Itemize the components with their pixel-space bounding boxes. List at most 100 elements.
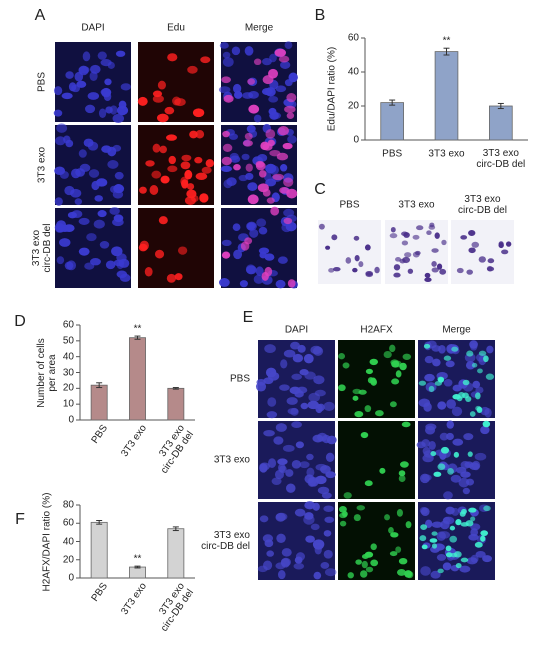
cell: [445, 552, 453, 558]
cell: [109, 207, 120, 215]
cell: [218, 86, 231, 94]
cell: [318, 223, 325, 230]
cell: [285, 469, 294, 477]
cell: [283, 349, 296, 358]
cell: [180, 161, 191, 170]
cell: [423, 343, 431, 349]
cell: [447, 468, 454, 475]
cell: [282, 444, 295, 452]
cell: [317, 403, 325, 412]
cell: [428, 385, 435, 393]
y-tick-label: 0: [353, 134, 359, 146]
cell: [149, 185, 159, 195]
cell: [472, 380, 481, 389]
cell: [440, 520, 450, 530]
cell: [255, 161, 266, 171]
cell: [256, 218, 267, 227]
cell: [431, 261, 437, 267]
column-header: 3T3 exo: [398, 199, 435, 211]
cell: [401, 240, 409, 246]
cell: [324, 568, 337, 577]
cell: [255, 266, 264, 277]
cell: [205, 159, 215, 168]
cell: [445, 360, 455, 368]
cell: [286, 93, 297, 103]
cell: [455, 519, 462, 526]
cell: [374, 266, 380, 274]
cell: [244, 132, 253, 141]
cell: [253, 58, 262, 66]
cell: [323, 401, 335, 411]
cell: [119, 273, 131, 282]
cell: [483, 355, 489, 363]
cell: [218, 278, 230, 287]
cell: [458, 477, 470, 488]
cell: [275, 512, 288, 521]
cell: [157, 80, 166, 90]
y-axis-label: H2AFX/DAPI ratio (%): [41, 492, 53, 591]
cell: [144, 266, 153, 277]
row-label: 3T3 exo: [213, 454, 250, 466]
cell: [303, 514, 315, 525]
cell: [438, 344, 446, 354]
cell: [471, 362, 478, 368]
cell: [300, 402, 309, 410]
row-label: 3T3 exo circ-DB del: [31, 223, 53, 273]
cell: [284, 41, 293, 49]
cell: [451, 346, 459, 352]
cell: [295, 552, 306, 561]
cell: [264, 253, 275, 261]
cell: [460, 471, 471, 478]
panel-label: D: [14, 313, 26, 331]
column-header: DAPI: [81, 22, 105, 34]
cell: [364, 244, 371, 251]
cell: [404, 570, 413, 578]
cell: [475, 550, 486, 558]
cell: [177, 246, 188, 255]
cell: [383, 350, 392, 359]
y-tick-label: 40: [62, 536, 74, 547]
cell: [75, 168, 86, 177]
cell: [114, 184, 123, 193]
cell: [431, 267, 439, 273]
cell: [245, 163, 253, 172]
cell: [187, 65, 198, 74]
cell: [286, 188, 298, 199]
cell: [391, 360, 400, 368]
cell: [249, 228, 259, 238]
cell: [78, 65, 89, 76]
cell: [280, 61, 291, 69]
cell: [352, 267, 358, 273]
cell: [428, 224, 436, 230]
cell: [195, 172, 208, 181]
cell: [305, 535, 315, 543]
cell: [194, 156, 203, 164]
cell: [485, 373, 495, 380]
cell: [64, 185, 75, 196]
cell: [323, 530, 332, 537]
cell: [358, 261, 364, 268]
cell: [56, 123, 68, 133]
cell: [54, 197, 63, 206]
cell: [431, 531, 438, 536]
y-tick-label: 50: [62, 335, 74, 347]
cell: [276, 533, 286, 544]
cell: [282, 142, 293, 150]
h2afx-image: [338, 502, 415, 580]
cell: [112, 113, 125, 123]
cell: [287, 279, 296, 288]
row-label: 3T3 exo: [36, 146, 48, 184]
bar: [489, 105, 513, 141]
cell: [200, 56, 211, 64]
cell: [477, 368, 483, 374]
cell: [139, 186, 147, 194]
cell: [425, 425, 436, 435]
cell: [424, 519, 433, 529]
bar: [167, 528, 185, 579]
cell: [292, 353, 304, 363]
cell: [78, 247, 90, 256]
cell: [120, 83, 131, 91]
cell: [101, 145, 112, 153]
cell: [421, 544, 428, 550]
cell: [299, 369, 309, 376]
